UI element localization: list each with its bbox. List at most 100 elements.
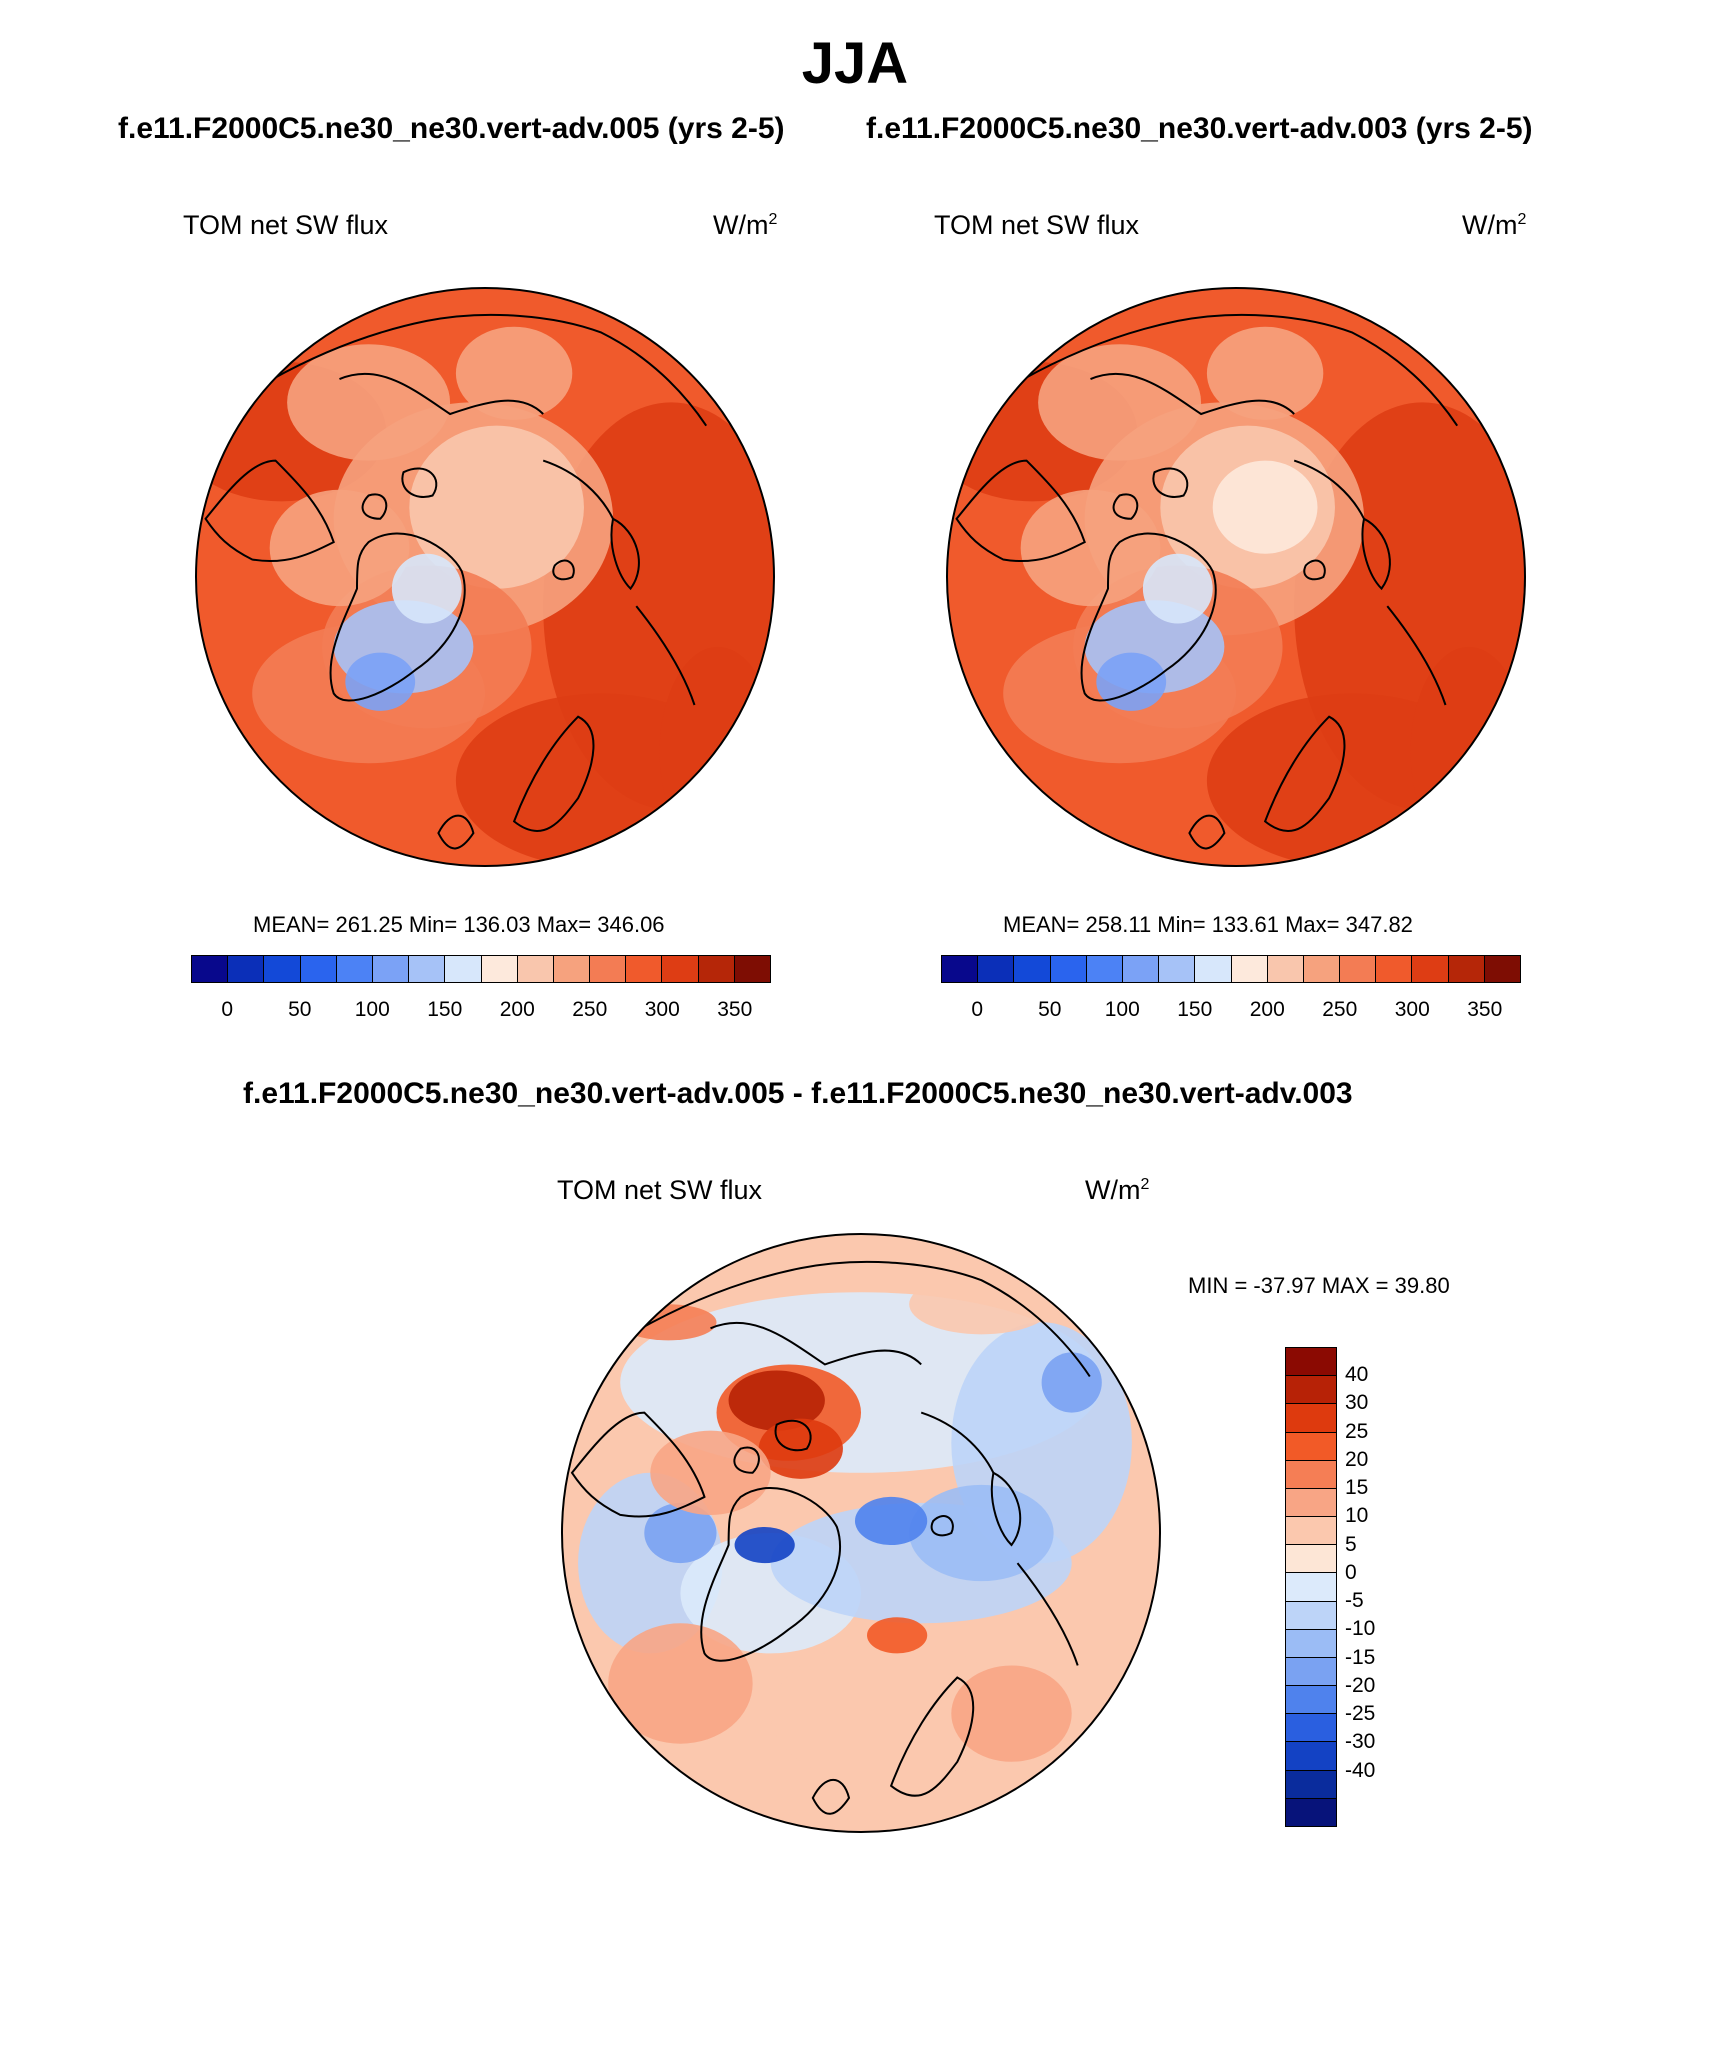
panel2-colorbar-tick-label: 250	[1322, 998, 1358, 1021]
field-contour-region	[770, 1641, 1012, 1786]
field-contour-region	[620, 1304, 717, 1341]
panel2-polar-map	[946, 287, 1526, 867]
panel2-units: W/m2	[1462, 210, 1527, 240]
panel1-colorbar-swatch	[662, 956, 699, 982]
coastline	[610, 517, 640, 591]
field-contour-region	[455, 326, 573, 420]
panel1-colorbar-swatch	[734, 956, 770, 982]
diff-colorbar-tick-label: 30	[1345, 1391, 1369, 1415]
coastline	[811, 1779, 851, 1815]
panel2-colorbar-swatch	[1195, 956, 1232, 982]
coastline	[1002, 313, 1459, 427]
panel1-colorbar-swatch	[300, 956, 337, 982]
diff-colorbar-swatch	[1286, 1601, 1336, 1630]
diff-colorbar-swatch	[1286, 1573, 1336, 1602]
diff-colorbar-swatch	[1286, 1348, 1336, 1377]
panel3-units: W/m2	[1085, 1175, 1150, 1205]
field-contour-region	[867, 1617, 928, 1654]
panel1-colorbar-ticks: 0 50 100 150 200 250 300 350	[191, 998, 771, 1028]
coastline	[635, 605, 696, 706]
panel2-colorbar-swatch	[1050, 956, 1087, 982]
panel1-colorbar-tick-label: 100	[354, 998, 390, 1021]
coastline	[1361, 517, 1391, 591]
panel1-colorbar-swatch	[481, 956, 518, 982]
diff-colorbar	[1285, 1347, 1337, 1827]
coastline	[552, 559, 575, 581]
coastline	[733, 1446, 760, 1474]
panel3-coastlines	[570, 1260, 1091, 1815]
panel1-colorbar-tick-label: 300	[644, 998, 680, 1021]
panel1-colorbar-swatch	[192, 956, 229, 982]
panel1-colorbar-swatch	[409, 956, 446, 982]
panel2-map-border	[946, 287, 1526, 867]
field-contour-region	[345, 652, 416, 711]
coastline	[401, 467, 438, 498]
coastline	[251, 313, 708, 427]
field-contour-region	[391, 553, 462, 624]
diff-colorbar-swatch	[1286, 1545, 1336, 1574]
panel2-colorbar-swatch	[1376, 956, 1413, 982]
panel2-colorbar-swatch	[1484, 956, 1520, 982]
diff-colorbar-swatch	[1286, 1488, 1336, 1518]
coastline	[990, 1471, 1022, 1547]
panel2-colorbar-tick-label: 150	[1177, 998, 1213, 1021]
diff-colorbar-swatch	[1286, 1798, 1336, 1826]
diff-colorbar-tick-label: -10	[1345, 1617, 1376, 1641]
coastline	[700, 1487, 842, 1662]
panel2-colorbar-swatch	[1086, 956, 1123, 982]
panel2-colorbar-tick-label: 0	[971, 998, 984, 1021]
panel2-coastlines	[955, 313, 1459, 850]
case-header-right: f.e11.F2000C5.ne30_ne30.vert-adv.003 (yr…	[866, 112, 1533, 145]
diff-colorbar-tick-label: 0	[1345, 1560, 1357, 1584]
coastline	[1016, 1562, 1079, 1666]
panel3-variable-label: TOM net SW flux	[557, 1175, 763, 1205]
panel2-colorbar-tick-label: 350	[1467, 998, 1503, 1021]
diff-colorbar-swatch	[1286, 1376, 1336, 1405]
figure-title: JJA	[801, 31, 909, 96]
panel1-colorbar-swatch	[698, 956, 735, 982]
panel1-colorbar-swatch	[336, 956, 373, 982]
diff-colorbar-tick-label: -20	[1345, 1673, 1376, 1697]
field-contour-region	[758, 1418, 843, 1479]
coastline	[955, 459, 1086, 563]
coastline	[889, 1676, 975, 1797]
diff-colorbar-tick-label: 20	[1345, 1447, 1369, 1471]
field-contour-region	[1038, 344, 1202, 461]
panel3-polar-map	[561, 1233, 1161, 1833]
case-header-left: f.e11.F2000C5.ne30_ne30.vert-adv.005 (yr…	[118, 112, 785, 145]
panel2-colorbar-swatch	[942, 956, 979, 982]
panel1-colorbar-swatch	[626, 956, 663, 982]
panel2-colorbar-swatch	[1122, 956, 1160, 982]
coastline	[774, 1419, 812, 1452]
panel2-colorbar-swatch	[1340, 956, 1377, 982]
coastline	[1293, 459, 1365, 520]
field-contour-region	[951, 1665, 1072, 1762]
panel1-colorbar-swatch	[553, 956, 591, 982]
panel2-stats: MEAN= 258.11 Min= 133.61 Max= 347.82	[1003, 912, 1413, 937]
panel2-variable-label: TOM net SW flux	[934, 210, 1140, 240]
coastline	[1090, 372, 1295, 416]
diff-colorbar-swatch	[1286, 1432, 1336, 1461]
panel3-stats: MIN = -37.97 MAX = 39.80	[1188, 1273, 1450, 1298]
diff-colorbar-tick-label: 10	[1345, 1504, 1369, 1528]
field-contour-region	[1041, 1352, 1102, 1413]
diff-colorbar-swatch	[1286, 1460, 1336, 1489]
panel1-coastlines	[204, 313, 708, 850]
panel1-colorbar-tick-label: 350	[717, 998, 753, 1021]
panel2-colorbar-swatch	[1303, 956, 1341, 982]
diff-colorbar-tick-label: -25	[1345, 1702, 1376, 1726]
panel2-colorbar-swatch	[1448, 956, 1485, 982]
panel2-colorbar-tick-label: 200	[1249, 998, 1285, 1021]
panel1-colorbar-tick-label: 250	[572, 998, 608, 1021]
coastline	[619, 1260, 1091, 1378]
panel2-colorbar-swatch	[978, 956, 1015, 982]
diff-colorbar-swatch	[1286, 1517, 1336, 1546]
panel1-map-border	[195, 287, 775, 867]
field-contour-region	[269, 489, 410, 607]
diff-colorbar-swatch	[1286, 1714, 1336, 1743]
field-contour-region	[909, 1274, 1054, 1335]
coastline	[204, 459, 335, 563]
diff-colorbar-swatch	[1286, 1742, 1336, 1771]
diff-header: f.e11.F2000C5.ne30_ne30.vert-adv.005 - f…	[243, 1077, 1353, 1110]
panel1-variable-label: TOM net SW flux	[183, 210, 389, 240]
